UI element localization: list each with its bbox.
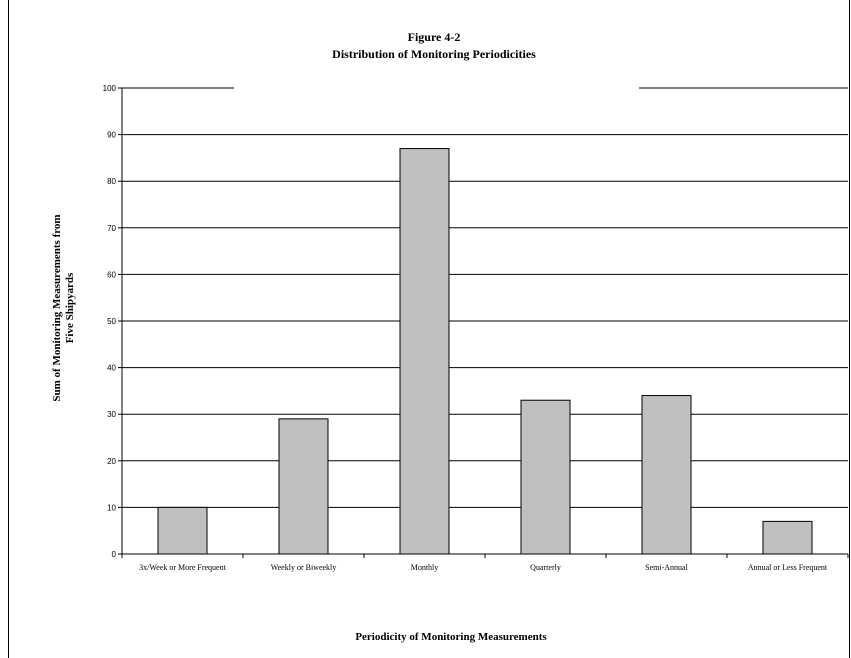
chart-subtitle: Distribution of Monitoring Periodicities xyxy=(332,47,536,61)
y-tick-label: 80 xyxy=(107,177,116,186)
y-axis-title-line-2: Five Shipyards xyxy=(64,272,76,343)
x-category-label: Quarterly xyxy=(530,563,561,572)
bar-2 xyxy=(278,418,329,555)
x-category-labels: 3x/Week or More Frequent Weekly or Biweek… xyxy=(139,563,828,572)
bars xyxy=(157,148,813,555)
y-axis-title-line-1: Sum of Monitoring Measurements from xyxy=(51,214,63,401)
gridlines xyxy=(122,87,848,508)
bar-3 xyxy=(399,148,450,555)
y-tick-label: 100 xyxy=(103,84,117,93)
bar-6 xyxy=(762,520,813,555)
y-tick-label: 30 xyxy=(107,410,116,419)
x-category-label: Annual or Less Frequent xyxy=(748,563,828,572)
y-tick-label: 10 xyxy=(107,503,116,512)
x-category-label: Monthly xyxy=(411,563,439,572)
chart-frame xyxy=(8,0,850,658)
y-tick-label: 90 xyxy=(107,131,116,140)
x-category-label: 3x/Week or More Frequent xyxy=(139,563,226,572)
y-tick-label: 40 xyxy=(107,364,116,373)
x-axis-title: Periodicity of Monitoring Measurements xyxy=(355,631,547,643)
y-tick-label: 60 xyxy=(107,270,116,279)
axes xyxy=(118,87,849,558)
y-axis-title: Sum of Monitoring Measurements from Five… xyxy=(51,214,76,401)
x-category-label: Weekly or Biweekly xyxy=(271,563,337,572)
bar-5 xyxy=(641,395,692,555)
y-tick-label: 20 xyxy=(107,457,116,466)
y-tick-label: 50 xyxy=(107,317,116,326)
y-tick-label: 0 xyxy=(112,550,117,559)
x-category-label: Semi-Annual xyxy=(645,563,688,572)
chart-title: Figure 4-2 xyxy=(408,30,461,44)
bar-1 xyxy=(157,506,208,555)
bar-4 xyxy=(520,399,571,555)
y-tick-labels: 0 10 20 30 40 50 60 70 80 90 100 xyxy=(103,84,117,559)
y-tick-label: 70 xyxy=(107,224,116,233)
